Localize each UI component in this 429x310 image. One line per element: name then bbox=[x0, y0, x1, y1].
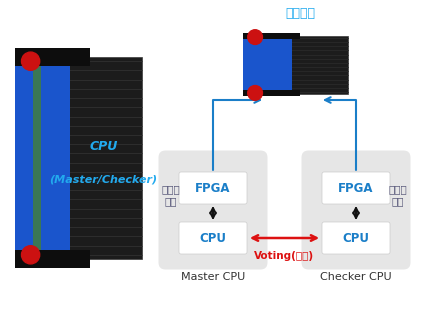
Text: CPU: CPU bbox=[89, 140, 118, 153]
Text: CPU: CPU bbox=[199, 232, 227, 245]
FancyBboxPatch shape bbox=[158, 150, 268, 269]
Bar bbox=[242, 33, 300, 39]
FancyBboxPatch shape bbox=[179, 172, 247, 204]
Bar bbox=[33, 61, 41, 255]
Text: Master CPU: Master CPU bbox=[181, 272, 245, 281]
FancyBboxPatch shape bbox=[322, 172, 390, 204]
FancyBboxPatch shape bbox=[322, 222, 390, 254]
Text: 이더넷
채널: 이더넷 채널 bbox=[389, 184, 408, 206]
FancyBboxPatch shape bbox=[179, 222, 247, 254]
Circle shape bbox=[21, 52, 40, 70]
Circle shape bbox=[248, 86, 263, 100]
Text: Voting(비교): Voting(비교) bbox=[254, 251, 314, 261]
Text: 이더넷
채널: 이더넷 채널 bbox=[162, 184, 180, 206]
Bar bbox=[15, 61, 69, 255]
Text: CPU: CPU bbox=[342, 232, 369, 245]
Text: (Master/Checker): (Master/Checker) bbox=[49, 175, 157, 185]
Text: FPGA: FPGA bbox=[338, 181, 374, 194]
Text: Checker CPU: Checker CPU bbox=[320, 272, 392, 281]
Bar bbox=[67, 57, 142, 259]
Text: FPGA: FPGA bbox=[195, 181, 231, 194]
Circle shape bbox=[21, 246, 40, 264]
Bar bbox=[290, 36, 347, 94]
Text: 통신모듈: 통신모듈 bbox=[285, 7, 315, 20]
Circle shape bbox=[248, 30, 263, 44]
FancyBboxPatch shape bbox=[302, 150, 411, 269]
Bar bbox=[242, 38, 292, 92]
Bar bbox=[242, 90, 300, 96]
Bar bbox=[15, 250, 91, 268]
Bar bbox=[15, 48, 91, 66]
